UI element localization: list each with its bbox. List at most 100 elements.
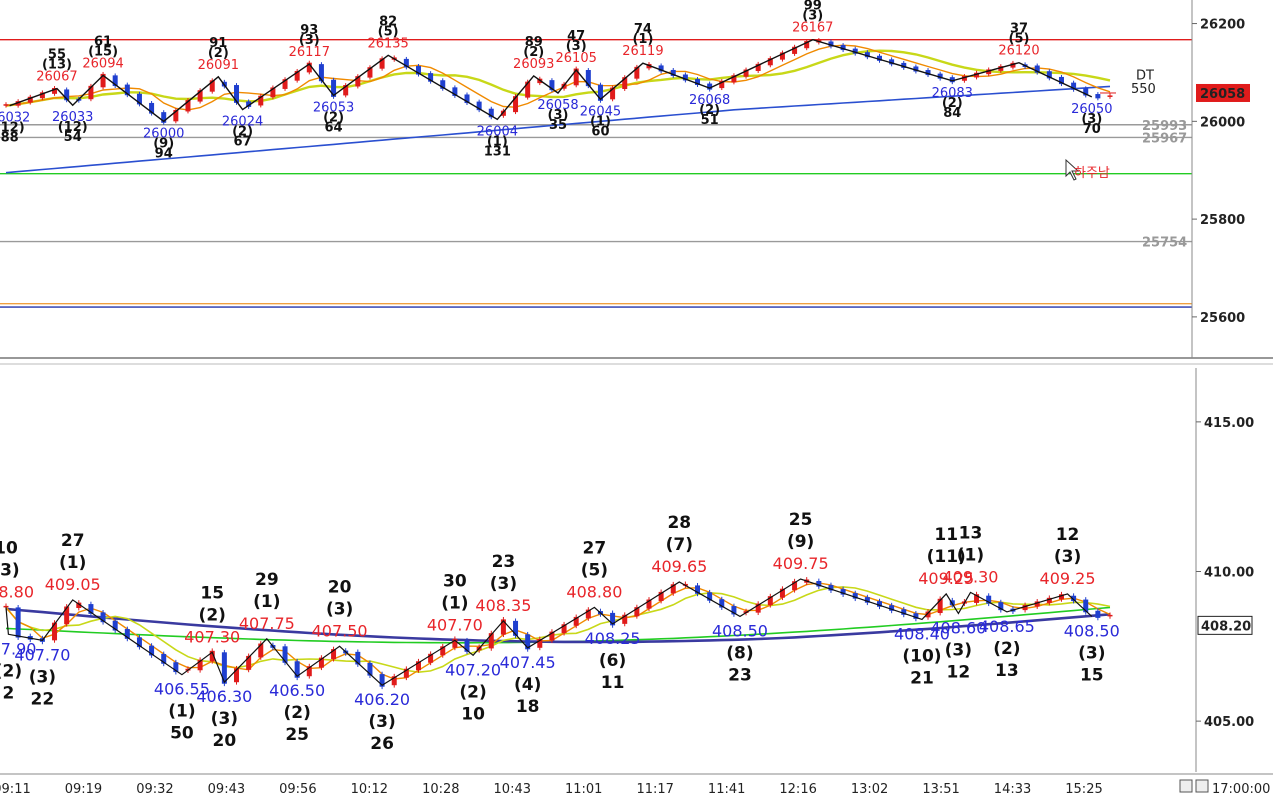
candle-body	[197, 659, 203, 671]
swing-bar-count: 47	[567, 29, 585, 44]
candle-body	[695, 585, 701, 594]
candle-body	[149, 645, 155, 656]
candle-body	[646, 599, 652, 609]
candle-body	[234, 85, 240, 103]
current-price-box	[1196, 83, 1250, 102]
candle-body	[913, 66, 919, 72]
candle-body	[974, 72, 980, 78]
swing-bar-count: 94	[155, 146, 173, 161]
y-tick-label: 25600	[1200, 311, 1245, 326]
candle-body	[221, 652, 227, 684]
swing-bar-count: 15	[200, 583, 224, 603]
candle-body	[161, 112, 167, 123]
swing-bar-count: 23	[492, 552, 516, 572]
candle-body	[488, 108, 494, 118]
swing-high-price: 409.30	[942, 567, 998, 586]
zigzag-line	[5, 578, 1093, 686]
candle-body	[258, 643, 264, 658]
current-price-box	[1197, 615, 1253, 635]
swing-bar-count: 15	[1080, 665, 1104, 685]
x-tick-label: 09:43	[208, 782, 245, 796]
candle-body	[610, 87, 616, 100]
candle-body	[852, 593, 858, 599]
candle-body	[197, 90, 203, 102]
swing-high-price: 26117	[289, 45, 330, 60]
swing-bar-count: 37	[1010, 22, 1028, 37]
swing-bar-count: 20	[213, 731, 237, 751]
candle-body	[913, 613, 919, 619]
swing-bar-count: 84	[943, 106, 961, 121]
x-tick-label: 13:02	[851, 782, 888, 796]
lower-price-panel[interactable]: 408.80(3)10407.90(2)2407.70(3)22409.05(1…	[0, 510, 1120, 754]
swing-wave-count: (1)	[632, 32, 653, 47]
swing-bar-count: 13	[959, 523, 983, 543]
swing-low-price: 408.60	[930, 618, 986, 637]
swing-bar-count: 25	[789, 510, 813, 530]
candle-body	[464, 640, 470, 652]
print-icon[interactable]	[1179, 779, 1193, 793]
candle-body	[488, 633, 494, 649]
candle-body	[1022, 605, 1028, 611]
candle-body	[246, 655, 252, 670]
swing-wave-count: (5)	[1009, 32, 1030, 47]
swing-high-price: 407.75	[239, 614, 295, 633]
zigzag-line	[9, 38, 1093, 123]
swing-low-price: 408.65	[979, 617, 1035, 636]
candle-body	[294, 70, 300, 81]
x-tick-label: 11:01	[565, 782, 602, 796]
swing-low-price: 408.40	[894, 624, 950, 643]
swing-bar-count: 2	[3, 683, 15, 703]
swing-wave-count: (3)	[1081, 112, 1102, 127]
candle-body	[949, 77, 955, 83]
candle-body	[331, 649, 337, 660]
candle-body	[367, 67, 373, 78]
candle-body	[816, 580, 822, 587]
candle-body	[209, 80, 215, 92]
swing-wave-count: (1)	[441, 593, 468, 613]
swing-wave-count: (2)	[199, 605, 226, 625]
candle-body	[549, 631, 555, 641]
candle-body	[828, 41, 834, 47]
candle-body	[403, 668, 409, 678]
x-tick-label: 09:32	[136, 782, 173, 796]
candle-body	[755, 603, 761, 613]
swing-high-price: 26094	[82, 56, 123, 71]
candle-body	[112, 75, 118, 87]
dt-label: DT	[1136, 68, 1154, 83]
y-tick-label: 410.00	[1204, 565, 1254, 580]
candle-body	[961, 76, 967, 81]
candle-body	[294, 661, 300, 678]
swing-wave-count: (2)	[283, 703, 310, 723]
swing-low-price: 26000	[143, 126, 184, 141]
swing-wave-count: (1)	[168, 702, 195, 722]
zoom-icon[interactable]	[1195, 779, 1209, 793]
time-end-label: 17:00:00	[1212, 782, 1270, 796]
candle-body	[719, 599, 725, 608]
candle-body	[1083, 599, 1089, 613]
upper-price-panel[interactable]: 25993259672575426032(12)8826067(13)55260…	[0, 0, 1192, 308]
candle-body	[622, 77, 628, 89]
candle-body	[258, 95, 264, 106]
swing-bar-count: 30	[443, 571, 467, 591]
candle-body	[1034, 65, 1040, 73]
swing-wave-count: (12)	[0, 121, 25, 136]
x-tick-label: 10:12	[351, 782, 388, 796]
swing-bar-count: 12	[1056, 525, 1080, 545]
candle-body	[379, 58, 385, 69]
swing-high-price: 408.80	[566, 582, 622, 601]
swing-low-price: 406.20	[354, 690, 410, 709]
candle-body	[901, 62, 907, 68]
candle-body	[282, 79, 288, 89]
candle-body	[428, 653, 434, 663]
swing-wave-count: (2)	[0, 661, 22, 681]
candle-body	[1058, 76, 1064, 85]
swing-wave-count: (12)	[58, 120, 88, 135]
candle-body	[476, 101, 482, 111]
swing-wave-count: (15)	[88, 44, 118, 59]
candle-body	[124, 629, 130, 639]
candle-body	[88, 604, 94, 614]
candle-body	[561, 624, 567, 634]
candle-body	[792, 46, 798, 54]
